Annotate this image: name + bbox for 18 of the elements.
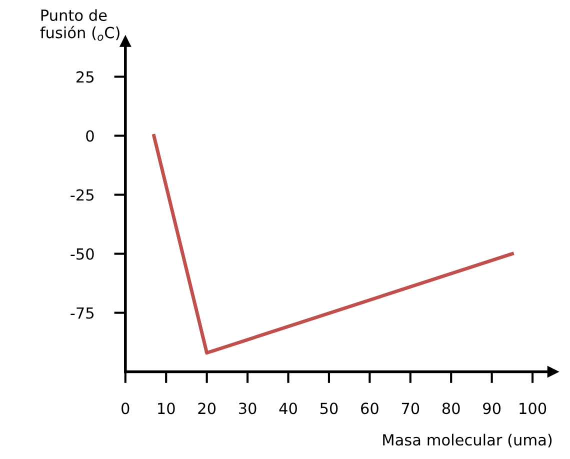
y-tick-label: -75 (70, 307, 94, 319)
y-tick-label: 25 (76, 71, 94, 83)
x-tick-label: 70 (402, 402, 420, 414)
x-tick-label: 80 (442, 402, 460, 414)
y-tick-label: -50 (70, 248, 94, 260)
x-tick-label: 100 (520, 402, 546, 414)
x-tick-label: 30 (238, 402, 256, 414)
y-tick-label: 0 (86, 130, 94, 142)
x-axis-title: Masa molecular (uma) (383, 434, 552, 448)
x-tick-label: 0 (122, 402, 130, 414)
x-tick-label: 60 (361, 402, 378, 414)
y-axis-title: Punto de fusión ($_{o}$C) (40, 9, 120, 41)
x-tick-label: 90 (483, 402, 501, 414)
x-tick-label: 20 (198, 402, 216, 414)
x-tick-label: 50 (320, 402, 338, 414)
x-tick-label: 40 (279, 402, 297, 414)
x-tick-label: 10 (158, 402, 175, 414)
y-tick-label: -25 (70, 189, 94, 201)
